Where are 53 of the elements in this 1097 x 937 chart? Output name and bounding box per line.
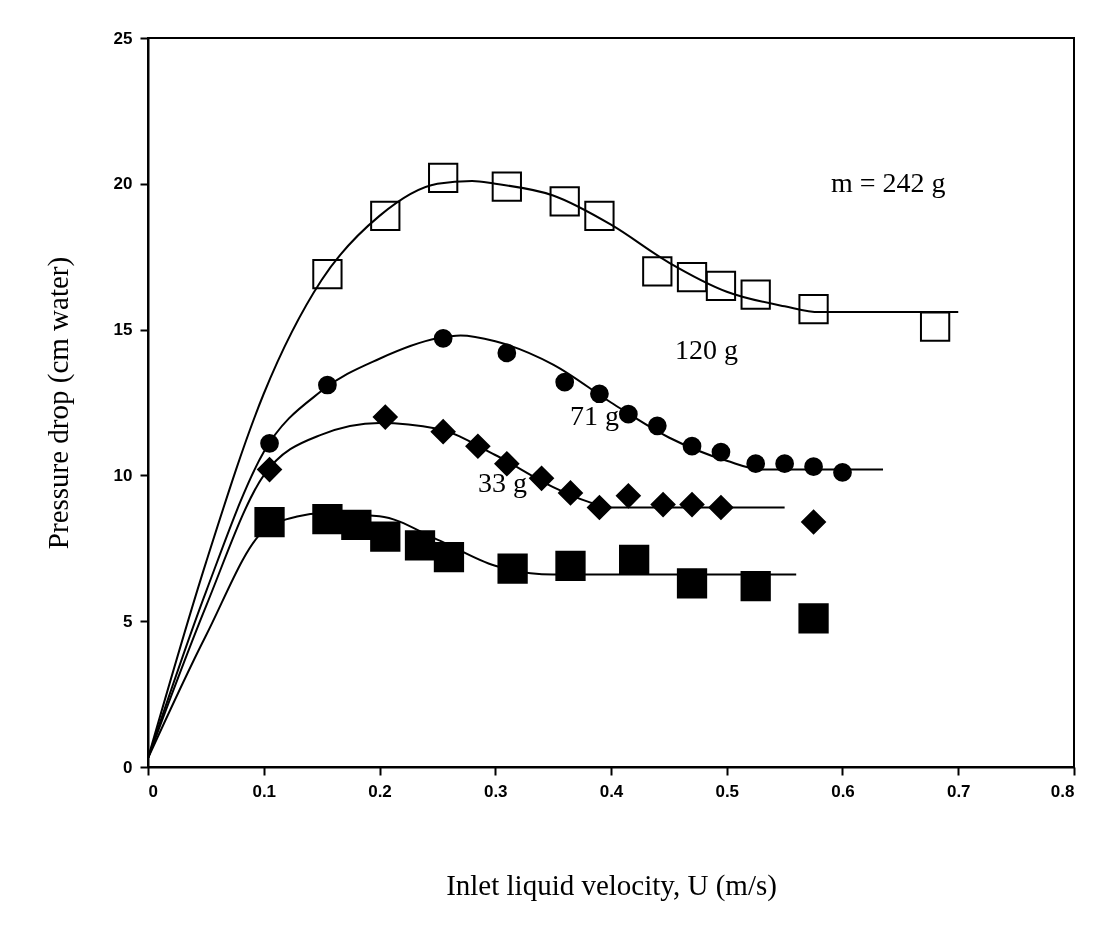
x-tick-label: 0.7 [946,781,971,801]
point [798,603,829,634]
y-tick-label: 0 [123,757,133,777]
point [919,311,951,342]
point [372,404,398,430]
y-tick-label: 15 [113,320,133,340]
x-tick-label: 0.5 [715,781,740,801]
point [676,568,708,599]
point [254,506,285,538]
point [404,530,436,561]
x-tick-label: 0.8 [1050,781,1075,801]
annotation: 33 g [478,467,527,498]
point [433,541,465,573]
point [497,553,528,584]
x-tick-label: 0.1 [252,781,277,801]
point [740,279,771,310]
y-tick-label: 25 [113,28,133,48]
point [798,294,829,325]
x-axis-title: Inlet liquid velocity, U (m/s) [446,868,777,902]
y-tick-label: 20 [113,174,133,194]
y-tick-label: 10 [113,465,133,485]
annotation: 120 g [675,334,738,365]
point [615,483,641,509]
point [549,186,580,217]
point [558,480,583,506]
point [428,162,459,194]
point [370,521,401,552]
point [312,259,343,290]
point [491,171,522,202]
point [679,492,705,517]
x-tick-label: 0.4 [599,781,624,801]
point [642,256,673,287]
x-tick-label: 0.6 [831,781,855,801]
x-tick-label: 0.2 [368,781,392,801]
point [740,571,771,602]
y-tick-label: 5 [123,611,133,631]
x-tick-label: 0 [148,781,158,801]
point [430,419,456,445]
point [370,200,401,232]
annotation: m = 242 g [831,167,946,198]
point [312,504,343,535]
point [619,544,650,576]
point [584,200,615,232]
point [650,492,676,517]
point [555,372,575,392]
point [555,550,586,581]
point [705,270,737,301]
x-tick-label: 0.3 [483,781,508,801]
y-axis-title: Pressure drop (cm water) [41,256,75,550]
point [497,343,517,363]
point [801,509,826,535]
point [341,509,372,541]
annotation: 71 g [570,400,619,431]
